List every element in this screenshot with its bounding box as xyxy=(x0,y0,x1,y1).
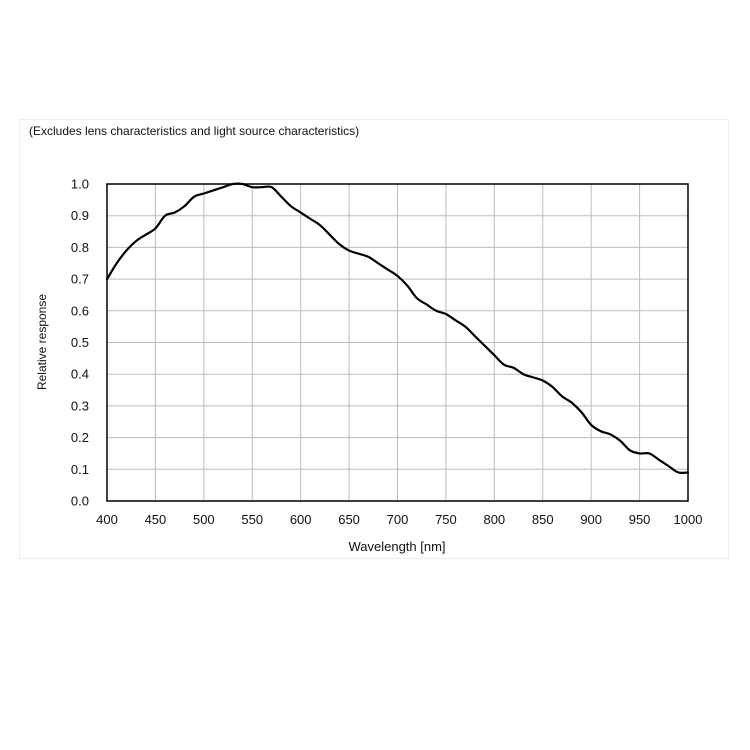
plot-area xyxy=(106,183,689,502)
y-tick-label: 0.8 xyxy=(71,240,89,255)
y-tick-label: 0.0 xyxy=(71,494,89,509)
figure-frame xyxy=(19,119,729,559)
y-axis-label: Relative response xyxy=(35,294,49,390)
x-tick-label: 700 xyxy=(387,512,409,527)
x-tick-label: 750 xyxy=(435,512,457,527)
x-tick-label: 550 xyxy=(241,512,263,527)
x-tick-label: 900 xyxy=(580,512,602,527)
x-tick-label: 850 xyxy=(532,512,554,527)
x-tick-label: 1000 xyxy=(674,512,703,527)
x-tick-label: 650 xyxy=(338,512,360,527)
x-tick-label: 400 xyxy=(96,512,118,527)
y-tick-label: 0.3 xyxy=(71,398,89,413)
x-tick-label: 450 xyxy=(145,512,167,527)
series-line xyxy=(105,182,690,475)
y-tick-label: 0.4 xyxy=(71,367,89,382)
y-tick-label: 0.5 xyxy=(71,335,89,350)
y-tick-label: 0.1 xyxy=(71,462,89,477)
x-tick-label: 800 xyxy=(483,512,505,527)
x-axis-label: Wavelength [nm] xyxy=(348,539,445,554)
x-tick-label: 600 xyxy=(290,512,312,527)
tick-labels: 400 450 500 550 600 650 700 750 800 850 900 950 1000… xyxy=(71,177,703,528)
chart-note: (Excludes lens characteristics and light… xyxy=(29,124,360,138)
y-tick-label: 0.7 xyxy=(71,272,89,287)
y-tick-label: 0.2 xyxy=(71,430,89,445)
y-tick-label: 1.0 xyxy=(71,177,89,192)
grid xyxy=(106,183,689,502)
x-tick-label: 950 xyxy=(629,512,651,527)
x-tick-label: 500 xyxy=(193,512,215,527)
y-tick-label: 0.6 xyxy=(71,303,89,318)
y-tick-label: 0.9 xyxy=(71,208,89,223)
